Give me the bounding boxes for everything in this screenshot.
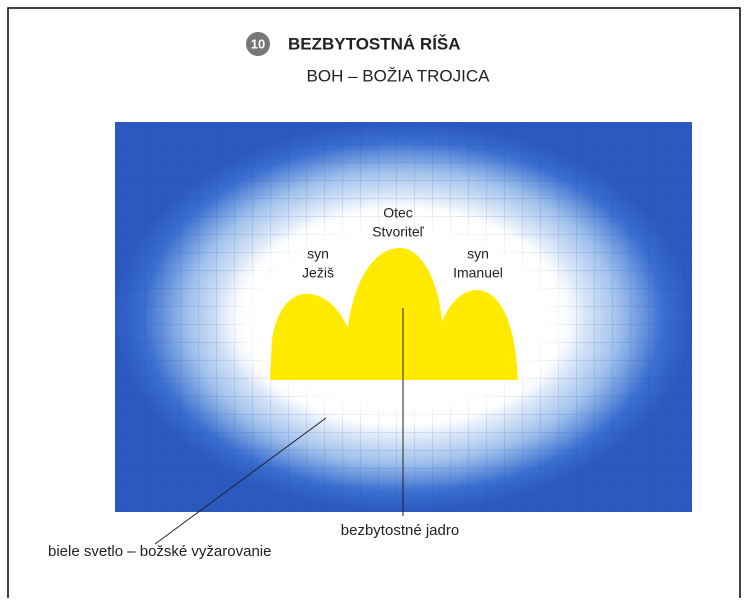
label: Stvoriteľ: [372, 224, 424, 240]
callout: bezbytostné jadro: [341, 522, 459, 539]
callout: biele svetlo – božské vyžarovanie: [48, 543, 271, 560]
label: Ježiš: [302, 265, 334, 281]
title: BEZBYTOSTNÁ RÍŠA: [288, 34, 461, 53]
badge-number: 10: [251, 36, 265, 51]
label: syn: [307, 246, 329, 262]
subtitle: BOH – BOŽIA TROJICA: [307, 66, 491, 85]
page: 10 BEZBYTOSTNÁ RÍŠA BOH – BOŽIA TROJICA …: [0, 0, 748, 598]
label: Otec: [383, 205, 413, 221]
label: Imanuel: [453, 265, 503, 281]
label: syn: [467, 246, 489, 262]
